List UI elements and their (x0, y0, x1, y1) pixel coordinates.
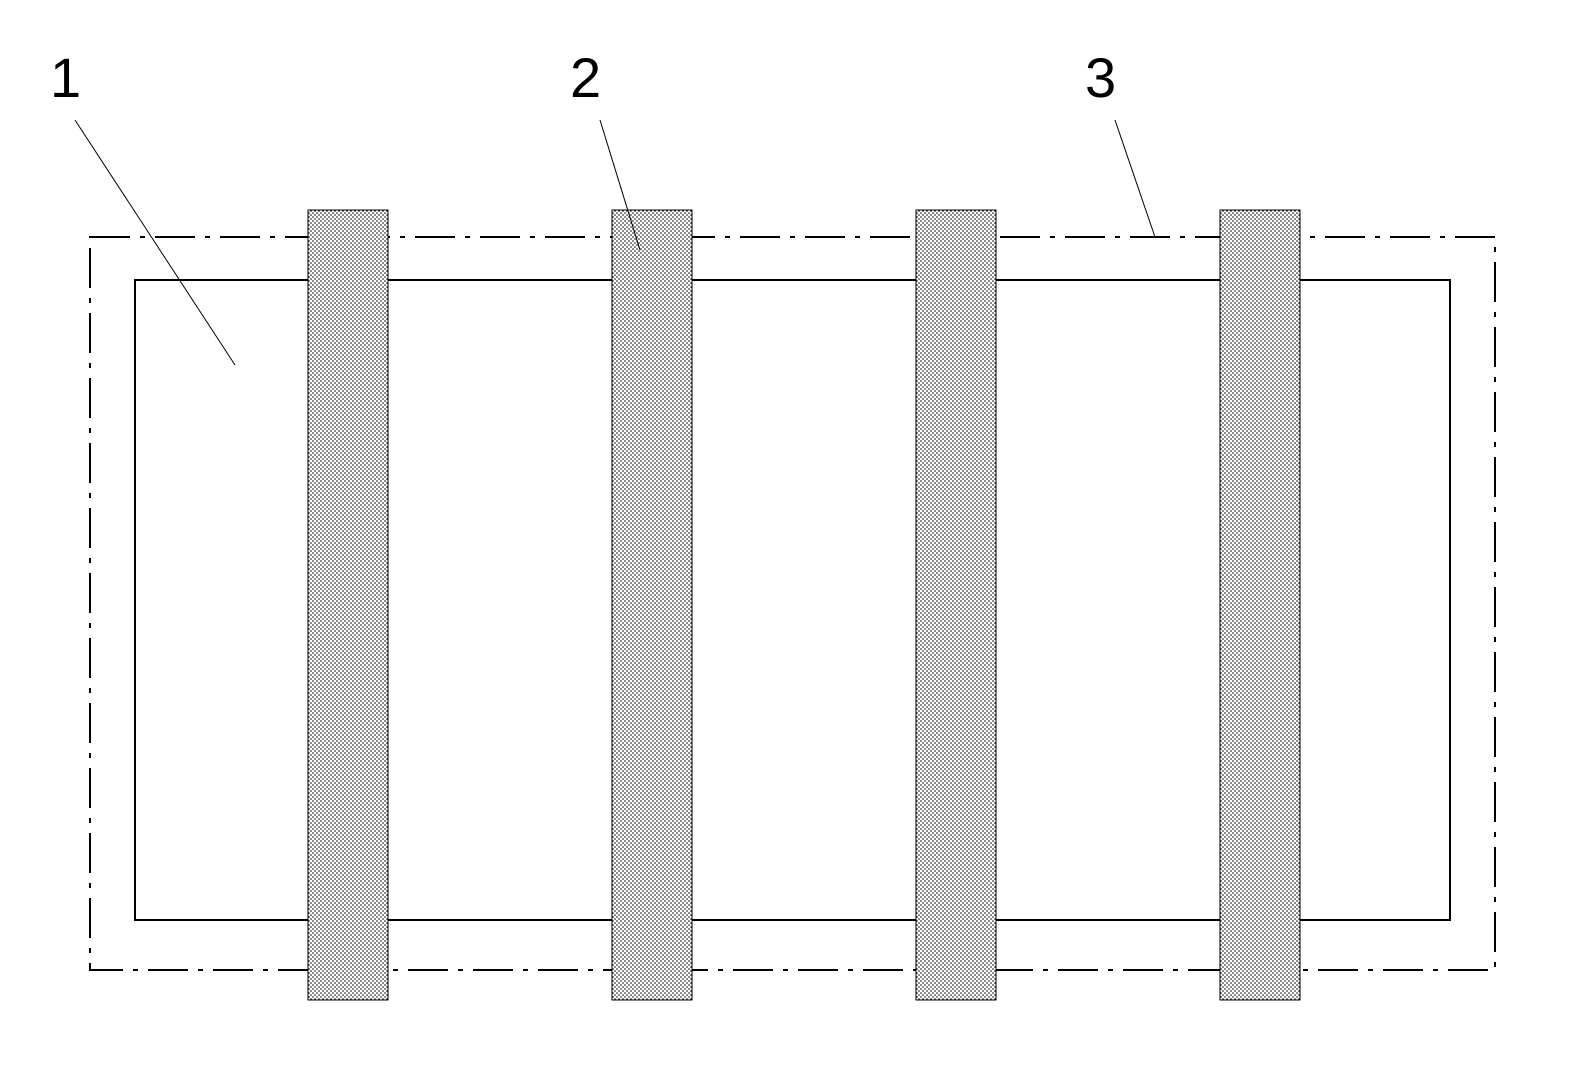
diagram-svg (0, 0, 1576, 1069)
shaded-bar-4 (1220, 210, 1300, 1000)
shaded-bars-group (308, 210, 1300, 1000)
label-1: 1 (50, 45, 81, 110)
shaded-bar-1 (308, 210, 388, 1000)
shaded-bar-3 (916, 210, 996, 1000)
shaded-bar-2 (612, 210, 692, 1000)
label-2: 2 (570, 45, 601, 110)
leader-1 (75, 120, 235, 365)
label-3: 3 (1085, 45, 1116, 110)
leader-3 (1115, 120, 1155, 237)
